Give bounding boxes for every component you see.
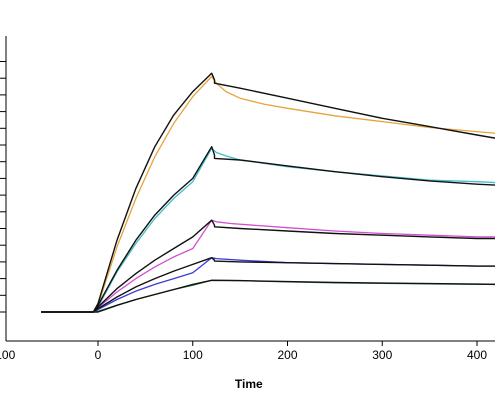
- x-axis-title: Time: [235, 377, 263, 391]
- fit-curve-5: [41, 219, 495, 313]
- plot-area: [41, 72, 495, 313]
- y-axis-ticks: [0, 61, 6, 313]
- fit-curve-9: [41, 279, 495, 313]
- fit-curve-7: [41, 257, 495, 313]
- x-tick-label: 300: [372, 348, 392, 362]
- x-tick-label: 0: [95, 348, 102, 362]
- fit-curve-1: [41, 72, 495, 313]
- fit-curve-3: [41, 145, 495, 313]
- x-tick-label: 200: [277, 348, 297, 362]
- x-tick-label: 100: [183, 348, 203, 362]
- measured-curve-0: [41, 75, 495, 313]
- measured-curve-2: [41, 147, 495, 313]
- x-tick-label: -100: [0, 348, 16, 362]
- x-axis-ticks: -100 0 100 200 300 400: [0, 341, 487, 362]
- x-tick-label: 400: [467, 348, 487, 362]
